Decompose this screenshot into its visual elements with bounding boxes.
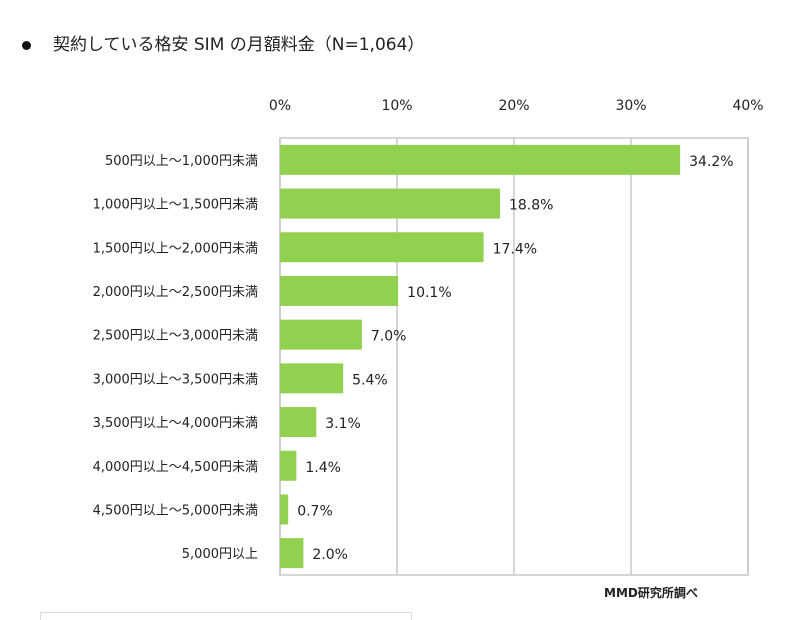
bar (280, 450, 297, 481)
bar (280, 144, 681, 175)
category-label: 1,000円以上～1,500円未満 (93, 198, 258, 213)
bullet-icon (22, 40, 31, 50)
x-tick-label: 0% (269, 98, 291, 114)
category-label: 3,500円以上～4,000円未満 (93, 416, 258, 431)
x-tick-label: 30% (615, 98, 646, 114)
data-label: 18.8% (509, 198, 553, 214)
bar (280, 232, 484, 263)
category-label: 2,000円以上～2,500円未満 (93, 285, 258, 300)
data-label: 10.1% (407, 285, 451, 301)
category-label: 1,500円以上～2,000円未満 (93, 241, 258, 256)
category-label: 2,500円以上～3,000円未満 (93, 329, 258, 344)
chart-title-text: 契約している格安 SIM の月額料金（N=1,064） (53, 35, 425, 55)
bar (280, 494, 289, 525)
bar (280, 363, 344, 394)
data-label: 0.7% (297, 503, 333, 519)
x-tick-label: 40% (732, 98, 763, 114)
chart-title: 契約している格安 SIM の月額料金（N=1,064） (22, 30, 424, 55)
category-label: 500円以上～1,000円未満 (105, 154, 258, 169)
x-tick-label: 10% (381, 98, 412, 114)
bar (280, 538, 304, 569)
category-label: 4,500円以上～5,000円未満 (93, 503, 258, 518)
data-label: 2.0% (312, 547, 348, 563)
bar (280, 275, 399, 306)
bar (280, 188, 500, 219)
data-label: 1.4% (305, 460, 341, 476)
data-label: 7.0% (371, 329, 407, 345)
source-credit: MMD研究所調べ (604, 586, 698, 600)
bar (280, 407, 317, 438)
category-label: 4,000円以上～4,500円未満 (93, 460, 258, 475)
x-tick-label: 20% (498, 98, 529, 114)
bottom-frame (40, 612, 412, 620)
data-label: 3.1% (325, 416, 361, 432)
category-label: 3,000円以上～3,500円未満 (93, 372, 258, 387)
category-label: 5,000円以上 (182, 547, 258, 562)
bar (280, 319, 362, 350)
data-label: 34.2% (689, 154, 733, 170)
data-label: 5.4% (352, 372, 388, 388)
data-label: 17.4% (493, 241, 537, 257)
